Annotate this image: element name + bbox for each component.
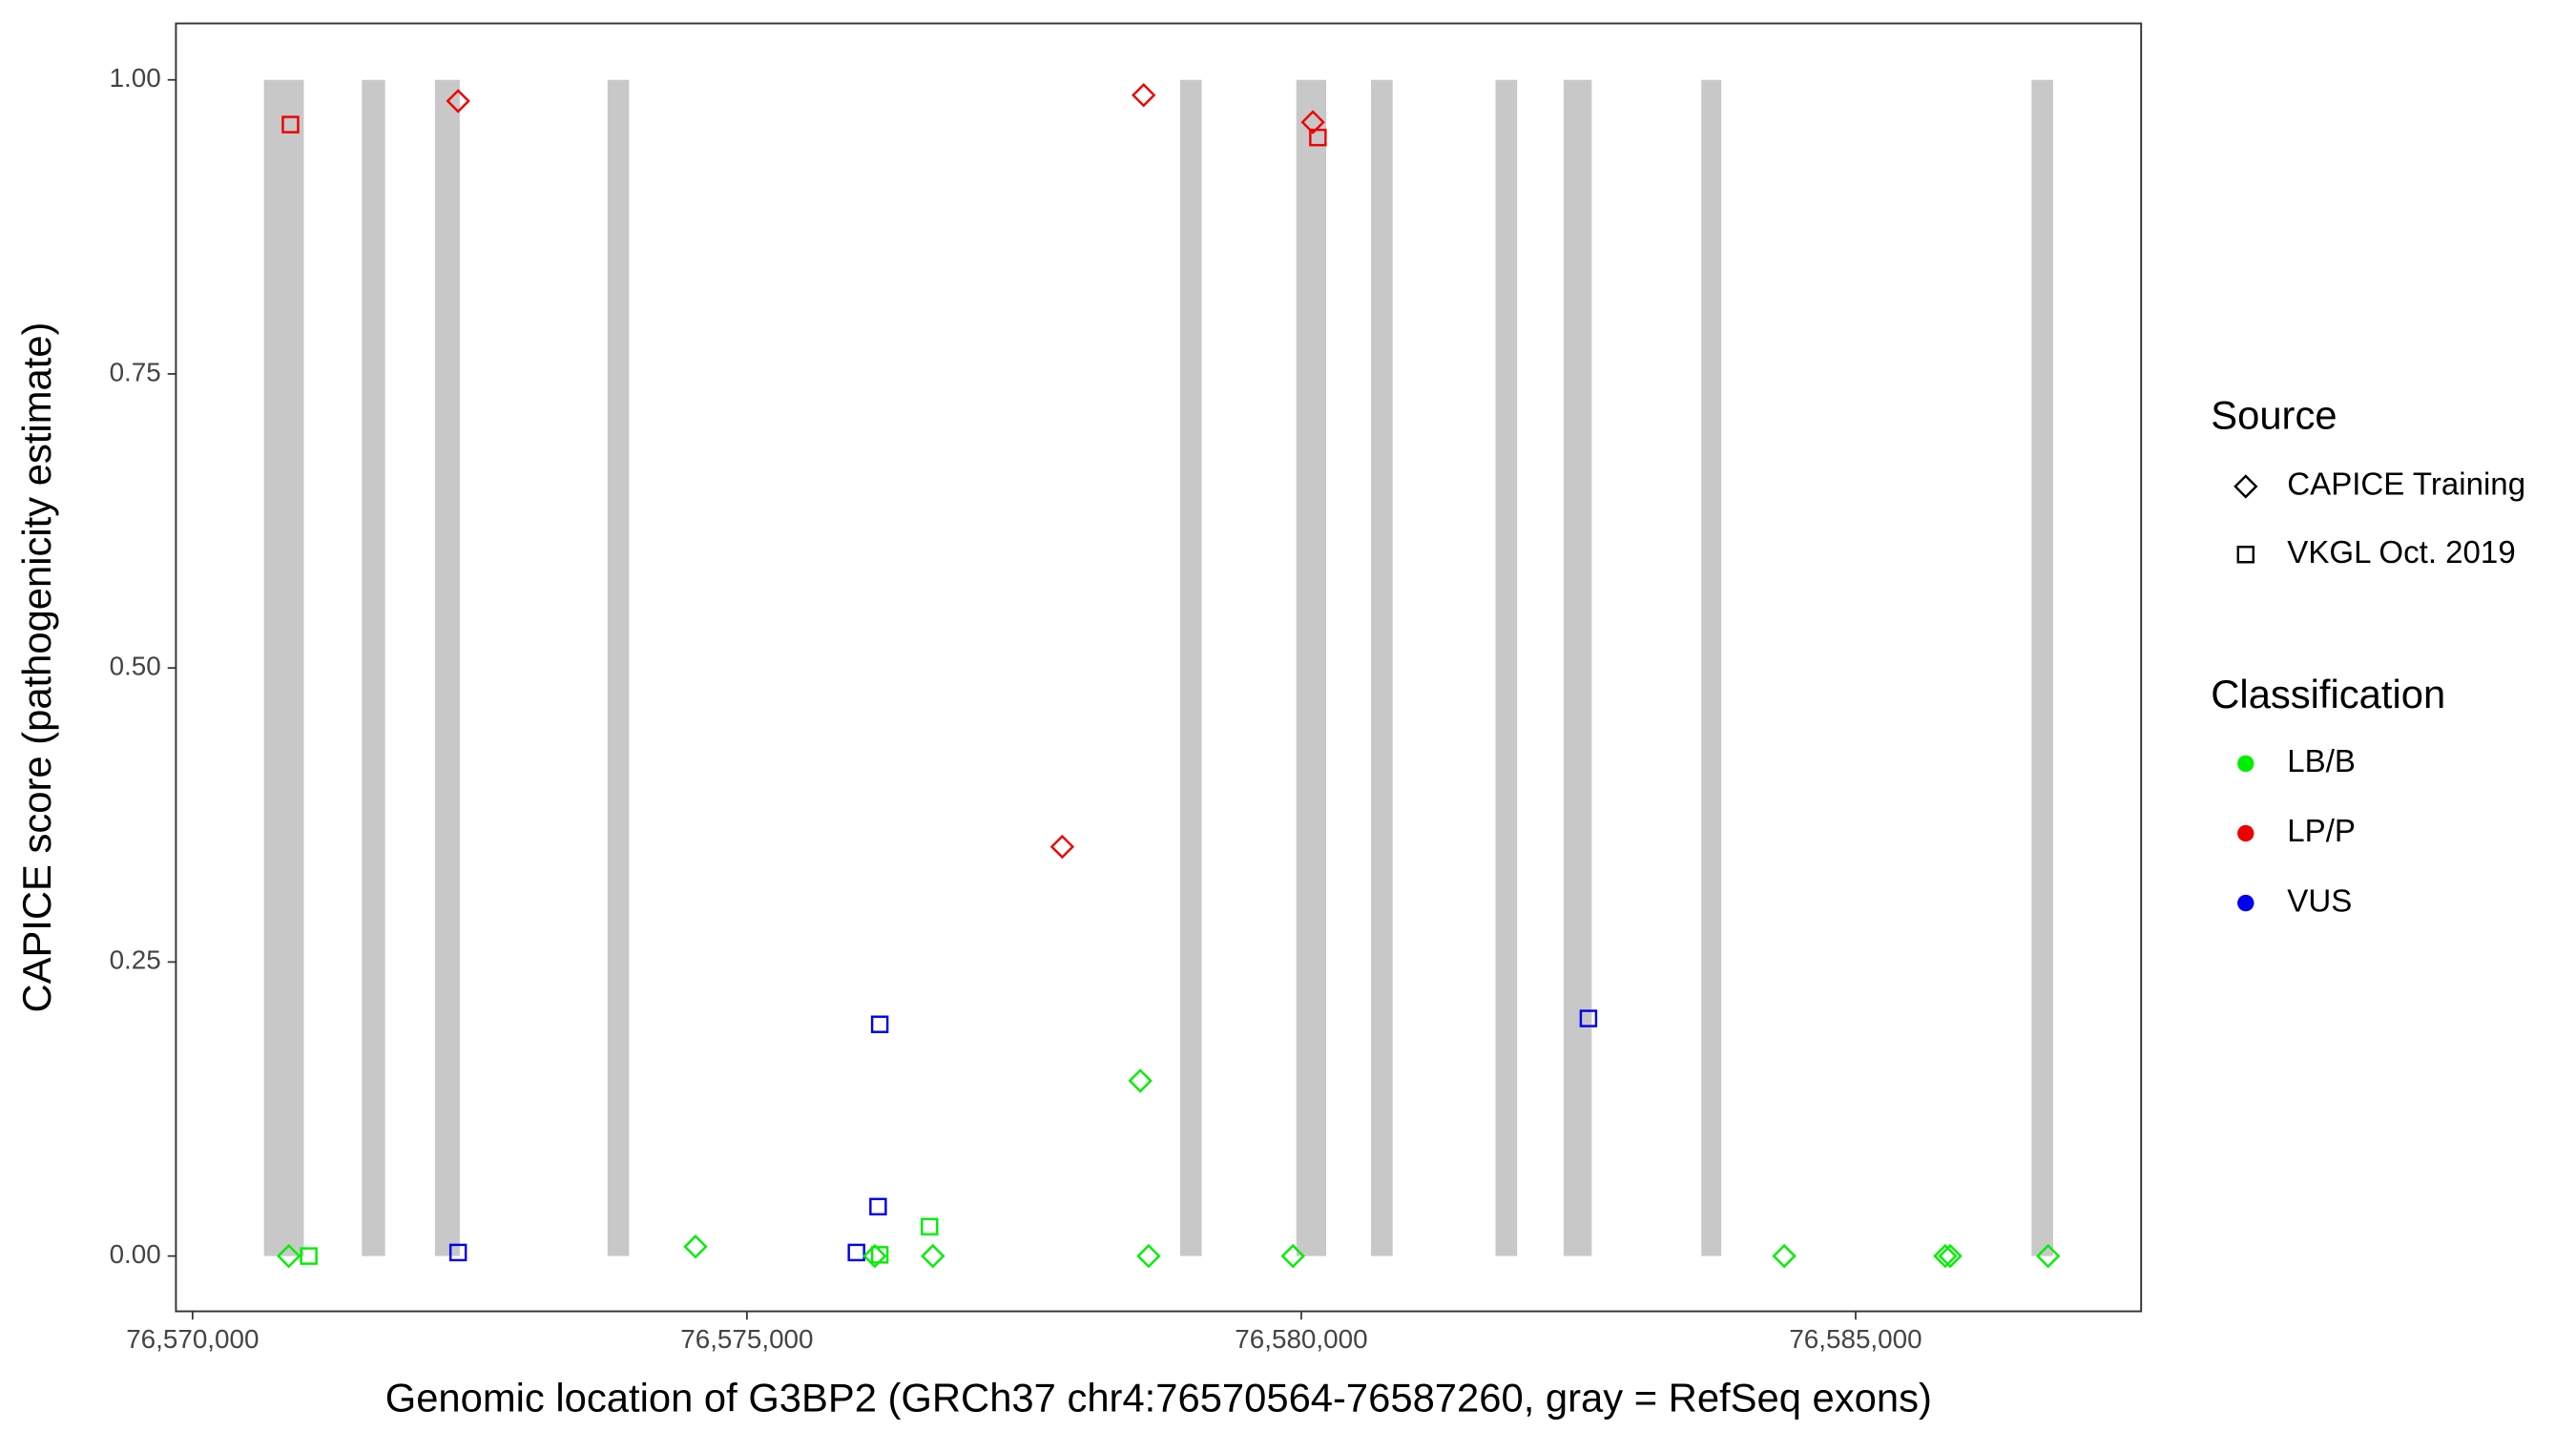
x-tick-label: 76,575,000 <box>680 1324 813 1354</box>
x-axis-title: Genomic location of G3BP2 (GRCh37 chr4:7… <box>385 1376 1932 1421</box>
exon <box>607 79 630 1256</box>
x-tick-label: 76,580,000 <box>1235 1324 1367 1354</box>
point <box>862 1243 887 1269</box>
legend-label: LP/P <box>2287 814 2356 849</box>
point <box>1938 1243 1963 1269</box>
x-tick-label: 76,585,000 <box>1789 1324 1922 1354</box>
point <box>1128 1068 1153 1093</box>
legend-symbol <box>2233 474 2258 499</box>
point <box>1136 1243 1161 1269</box>
y-tick-label: 0.50 <box>110 652 161 681</box>
point <box>1131 83 1156 108</box>
point <box>300 1247 318 1265</box>
legend-label: VKGL Oct. 2019 <box>2287 535 2515 570</box>
legend-label: VUS <box>2287 883 2352 919</box>
point <box>869 1197 887 1216</box>
point <box>1309 128 1327 147</box>
y-axis-title: CAPICE score (pathogenicity estimate) <box>14 322 59 1013</box>
point <box>1933 1243 1958 1269</box>
point <box>1772 1243 1797 1269</box>
point <box>870 1015 889 1033</box>
legend-title: Classification <box>2211 672 2445 716</box>
point <box>921 1217 939 1236</box>
exon <box>1495 79 1518 1256</box>
point <box>1049 834 1075 860</box>
y-tick-label: 0.00 <box>110 1239 161 1269</box>
point <box>448 1243 467 1262</box>
legend-title: Source <box>2211 393 2337 438</box>
point <box>870 1246 889 1264</box>
exon <box>1179 79 1202 1256</box>
point <box>847 1243 865 1262</box>
point <box>683 1234 708 1259</box>
legend-symbol <box>2237 755 2254 773</box>
point <box>2036 1243 2061 1269</box>
point <box>446 89 470 114</box>
point <box>277 1243 301 1269</box>
exon <box>1296 79 1327 1256</box>
point <box>921 1243 945 1269</box>
exon <box>1701 79 1722 1256</box>
legend-symbol <box>2237 824 2254 842</box>
x-tick-label: 76,570,000 <box>126 1324 259 1354</box>
legend-label: LB/B <box>2287 744 2356 779</box>
exon <box>2031 79 2053 1256</box>
y-tick-label: 0.75 <box>110 357 161 386</box>
point <box>1579 1009 1598 1027</box>
legend-symbol <box>2236 546 2255 564</box>
point <box>1300 110 1325 135</box>
legend-symbol <box>2237 894 2254 912</box>
legend-label: CAPICE Training <box>2287 467 2525 503</box>
exon <box>1371 79 1393 1256</box>
plot-border <box>175 22 2143 1313</box>
y-tick-label: 0.25 <box>110 945 161 975</box>
exon <box>434 79 460 1256</box>
y-tick-label: 1.00 <box>110 63 161 93</box>
point <box>281 115 300 134</box>
point <box>1280 1243 1305 1269</box>
exon <box>1563 79 1592 1256</box>
exon <box>263 79 304 1256</box>
exon <box>362 79 385 1256</box>
